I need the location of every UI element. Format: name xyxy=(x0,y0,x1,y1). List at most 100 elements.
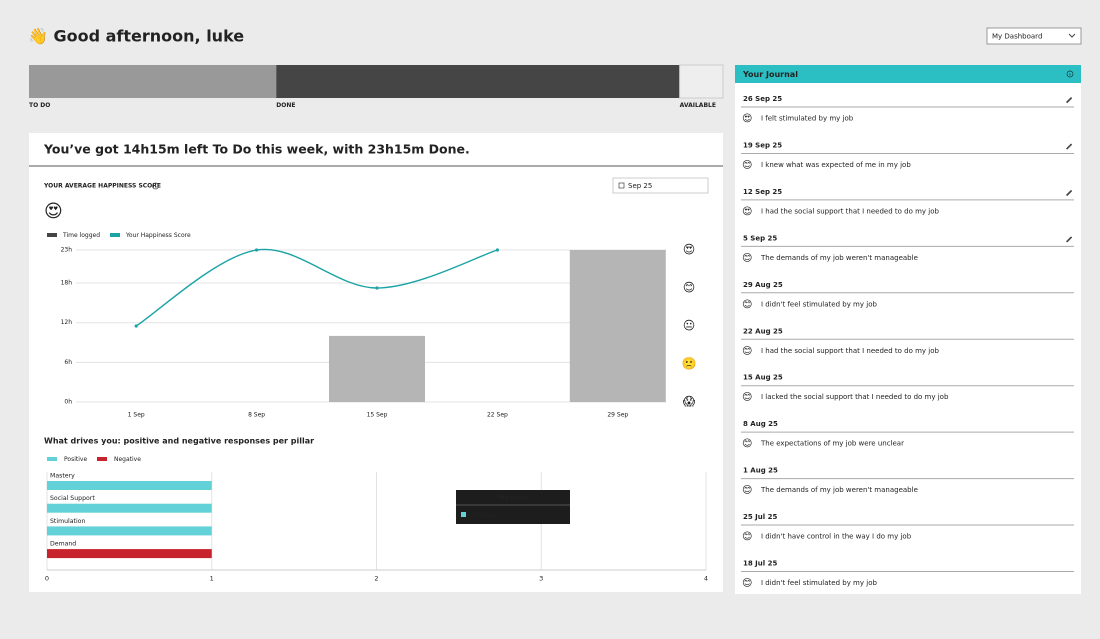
y-tick-label: Mastery xyxy=(50,473,75,480)
journal-date: 26 Sep 25 xyxy=(743,95,782,103)
legend-label: Negative xyxy=(114,456,141,463)
date-filter[interactable] xyxy=(612,177,709,194)
journal-text: The demands of my job weren't manageable xyxy=(760,254,918,262)
y2-tick-label: 😐 xyxy=(683,319,696,333)
edit-icon[interactable] xyxy=(1066,143,1073,150)
y-tick-label: 23h xyxy=(61,247,73,254)
average-emoji: 😍 xyxy=(44,201,63,222)
tooltip-value: 1 xyxy=(561,511,565,519)
bar xyxy=(569,250,666,402)
journal-emoji: 😊 xyxy=(742,160,752,171)
dashboard-select[interactable] xyxy=(986,27,1082,45)
bar xyxy=(47,481,212,490)
y2-tick-label: 😱 xyxy=(683,395,696,409)
journal-date: 15 Aug 25 xyxy=(743,374,783,382)
bar xyxy=(47,503,212,513)
progress-label: AVAILABLE xyxy=(680,102,716,109)
journal-text: I didn't feel stimulated by my job xyxy=(761,300,877,308)
edit-icon[interactable] xyxy=(1066,236,1073,243)
tooltip-series: Positive xyxy=(471,511,496,519)
journal-emoji: 😊 xyxy=(742,485,752,496)
line-point xyxy=(495,248,499,252)
y2-tick-label: 😊 xyxy=(683,281,696,295)
x-tick-label: 0 xyxy=(45,575,49,583)
bar xyxy=(47,526,212,536)
journal-emoji: 😊 xyxy=(742,578,752,589)
progress-label: DONE xyxy=(276,102,295,109)
journal-text: The demands of my job weren't manageable xyxy=(760,486,918,494)
tooltip-title: Mastery xyxy=(498,494,528,502)
journal-date: 18 Jul 25 xyxy=(743,560,777,568)
journal-text: I felt stimulated by my job xyxy=(761,115,854,123)
y-tick-label: 12h xyxy=(61,319,73,326)
edit-icon[interactable] xyxy=(1066,97,1073,104)
journal-title: Your Journal xyxy=(742,70,798,79)
date-filter-label[interactable]: Sep 25 xyxy=(628,182,652,190)
journal-date: 29 Aug 25 xyxy=(743,281,783,289)
summary: You’ve got 14h15m left To Do this week, … xyxy=(43,142,470,157)
journal-emoji: 😍 xyxy=(742,114,752,125)
journal-emoji: 😊 xyxy=(742,299,752,310)
greeting: 👋 Good afternoon, luke xyxy=(28,27,244,46)
y-tick-label: 6h xyxy=(64,359,72,366)
y-tick-label: Stimulation xyxy=(50,518,85,525)
journal-emoji: 😊 xyxy=(742,346,752,357)
x-tick-label: 15 Sep xyxy=(367,412,388,419)
chart-title: What drives you: positive and negative r… xyxy=(44,437,314,446)
journal-date: 22 Aug 25 xyxy=(743,327,783,335)
journal-date: 25 Jul 25 xyxy=(743,513,777,521)
journal-emoji: 😊 xyxy=(742,532,752,543)
journal-emoji: 😊 xyxy=(742,439,752,450)
tooltip xyxy=(456,490,570,524)
y2-tick-label: 🙁 xyxy=(682,357,697,371)
legend-label: Your Happiness Score xyxy=(125,232,191,239)
x-tick-label: 22 Sep xyxy=(487,412,508,419)
x-tick-label: 8 Sep xyxy=(248,412,265,419)
progress-label: TO DO xyxy=(29,102,50,109)
x-tick-label: 1 xyxy=(210,575,214,583)
legend-label: Time logged xyxy=(62,232,100,239)
info-icon[interactable] xyxy=(1066,70,1074,78)
calendar-icon[interactable] xyxy=(618,182,625,189)
x-tick-label: 3 xyxy=(539,575,543,583)
y-tick-label: Demand xyxy=(50,541,76,548)
dashboard-select-label[interactable]: My Dashboard xyxy=(992,33,1042,41)
y-tick-label: 0h xyxy=(64,399,72,406)
chevron[interactable] xyxy=(1068,33,1076,38)
bar xyxy=(47,549,212,559)
bar xyxy=(329,335,425,402)
x-tick-label: 1 Sep xyxy=(128,412,145,419)
journal-text: I knew what was expected of me in my job xyxy=(761,161,911,169)
legend-swatch xyxy=(47,233,57,237)
journal-text: The expectations of my job were unclear xyxy=(760,440,904,448)
journal-panel xyxy=(735,65,1081,594)
journal-text: I had the social support that I needed t… xyxy=(761,207,939,215)
x-tick-label: 4 xyxy=(704,575,708,583)
journal-text: I didn't feel stimulated by my job xyxy=(761,579,877,587)
edit-icon[interactable] xyxy=(1066,189,1073,197)
progress-segment xyxy=(29,65,277,98)
journal-emoji: 😍 xyxy=(742,206,752,217)
journal-text: I didn't have control in the way I do my… xyxy=(761,533,912,541)
line-point xyxy=(134,324,138,328)
line-point xyxy=(375,286,379,290)
journal-header xyxy=(735,65,1081,83)
legend-swatch xyxy=(47,457,57,461)
legend-swatch xyxy=(110,233,120,237)
journal-date: 8 Aug 25 xyxy=(743,420,778,428)
journal-emoji: 😊 xyxy=(742,253,752,264)
progress-segment xyxy=(679,64,724,99)
legend-swatch xyxy=(97,457,107,461)
journal-date: 19 Sep 25 xyxy=(743,141,782,149)
legend-label: Positive xyxy=(64,456,87,463)
journal-date: 5 Sep 25 xyxy=(743,234,777,242)
y-tick-label: Social Support xyxy=(50,495,95,502)
journal-text: I lacked the social support that I neede… xyxy=(761,393,949,401)
y-tick-label: 18h xyxy=(61,280,73,287)
journal-text: I had the social support that I needed t… xyxy=(761,347,939,355)
journal-emoji: 😊 xyxy=(742,392,752,403)
journal-date: 1 Aug 25 xyxy=(743,467,778,475)
info-icon[interactable] xyxy=(152,182,159,190)
